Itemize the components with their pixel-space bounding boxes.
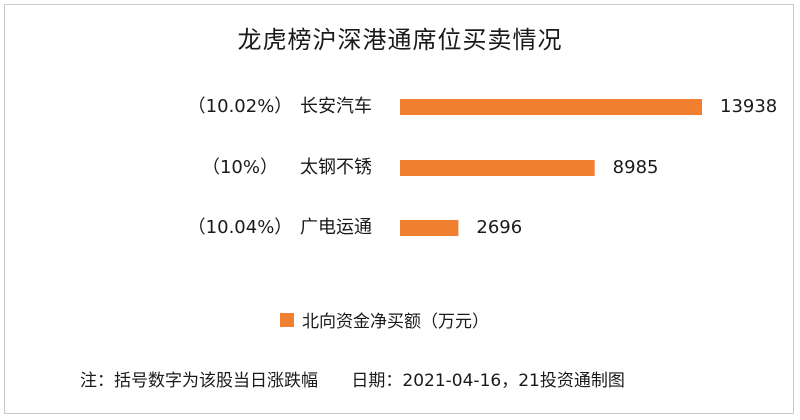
change-label: （10%） [202,157,278,178]
value-label: 8985 [613,157,659,178]
bar [400,220,459,236]
bar [400,160,595,176]
legend: 北向资金净买额（万元） [280,307,489,332]
change-label: （10.02%） [188,96,293,117]
chart-frame [4,4,794,414]
value-label: 2696 [476,217,522,238]
category-label: 太钢不锈 [300,157,372,178]
bar [400,99,702,115]
legend-swatch [280,312,294,327]
category-label: 广电运通 [300,217,372,238]
change-label: （10.04%） [188,217,293,238]
legend-label: 北向资金净买额（万元） [302,312,489,332]
category-label: 长安汽车 [300,96,372,117]
chart-title: 龙虎榜沪深港通席位买卖情况 [237,26,563,54]
value-label: 13938 [720,96,777,117]
footer-date: 日期：2021-04-16，21投资通制图 [351,371,625,391]
footer-note: 注：括号数字为该股当日涨跌幅 [80,371,318,391]
footer: 注：括号数字为该股当日涨跌幅 日期：2021-04-16，21投资通制图 [80,366,625,391]
